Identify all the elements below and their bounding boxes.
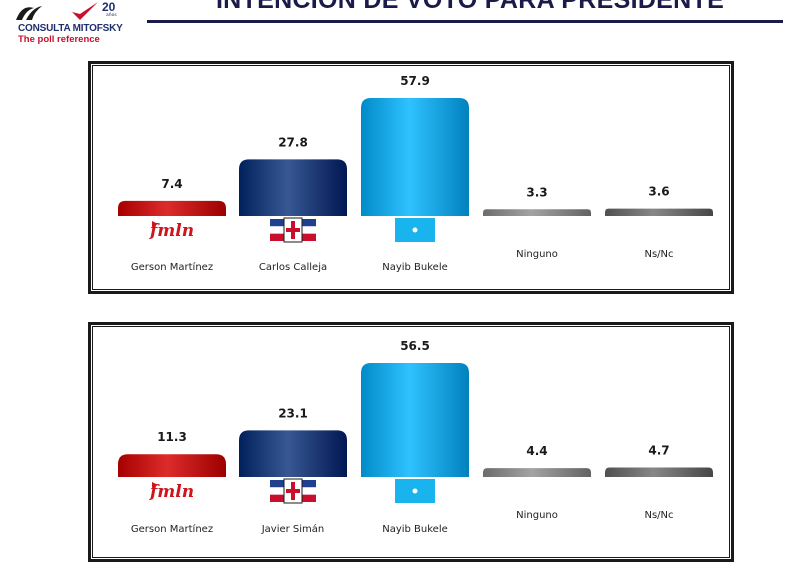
- value-label: 4.7: [648, 444, 669, 458]
- arena-flag-icon: [270, 478, 316, 504]
- category-label: Ninguno: [516, 249, 558, 260]
- arena-flag-icon: [270, 217, 316, 243]
- value-label: 11.3: [157, 430, 187, 444]
- category-label: Nayib Bukele: [382, 524, 448, 535]
- brand-tagline: The poll reference: [18, 34, 100, 45]
- bar: [239, 159, 347, 216]
- page-title: INTENCIÓN DE VOTO PARA PRESIDENTE: [215, 0, 725, 14]
- bar: [118, 200, 226, 216]
- chart-panel-2: 11.3 fmln Gerson Martínez 23.1 Javier Simán 5…: [88, 322, 734, 562]
- svg-text:fmln: fmln: [149, 482, 194, 502]
- fmln-logo-icon: fmln: [149, 479, 195, 503]
- category-label: Gerson Martínez: [131, 261, 213, 273]
- value-label: 7.4: [161, 177, 182, 191]
- category-label: Javier Simán: [261, 523, 325, 535]
- bar: [118, 454, 226, 477]
- category-label: Nayib Bukele: [382, 262, 448, 273]
- bar: [239, 430, 347, 477]
- category-label: Ninguno: [516, 510, 558, 521]
- value-label: 27.8: [278, 135, 308, 149]
- value-label: 3.6: [648, 185, 669, 199]
- anniversary-label: años: [106, 13, 117, 18]
- fmln-logo-icon: fmln: [149, 218, 195, 242]
- category-label: Ns/Nc: [644, 249, 673, 260]
- nuevas-ideas-logo-icon: [395, 218, 435, 242]
- mitofsky-logo: 20 años CONSULTA MITOFSKY The poll refer…: [14, 0, 126, 48]
- value-label: 3.3: [526, 185, 547, 199]
- value-label: 56.5: [400, 339, 430, 353]
- category-label: Carlos Calleja: [259, 262, 327, 273]
- nuevas-ideas-logo-icon: [395, 479, 435, 503]
- category-label: Gerson Martínez: [131, 523, 213, 535]
- bar: [361, 98, 469, 216]
- bar: [361, 363, 469, 477]
- bar: [483, 209, 591, 216]
- anniversary-number: 20: [102, 0, 116, 14]
- chart-panel-1: 7.4 fmln Gerson Martínez 27.8 Carlos Calleja…: [88, 61, 734, 294]
- bar: [483, 468, 591, 477]
- title-underline: [147, 20, 783, 23]
- check-mark-icon: [72, 2, 98, 20]
- bar-chart-2: 11.3 fmln Gerson Martínez 23.1 Javier Simán 5…: [118, 339, 713, 535]
- mitofsky-swoosh-icon: [16, 6, 42, 20]
- category-label: Ns/Nc: [644, 510, 673, 521]
- value-label: 23.1: [278, 406, 308, 420]
- value-label: 4.4: [526, 444, 547, 458]
- svg-text:fmln: fmln: [149, 221, 194, 241]
- brand-name: CONSULTA MITOFSKY: [18, 23, 123, 34]
- bar-chart-1: 7.4 fmln Gerson Martínez 27.8 Carlos Calleja…: [118, 74, 713, 273]
- bar: [605, 467, 713, 477]
- value-label: 57.9: [400, 74, 430, 88]
- bar: [605, 208, 713, 216]
